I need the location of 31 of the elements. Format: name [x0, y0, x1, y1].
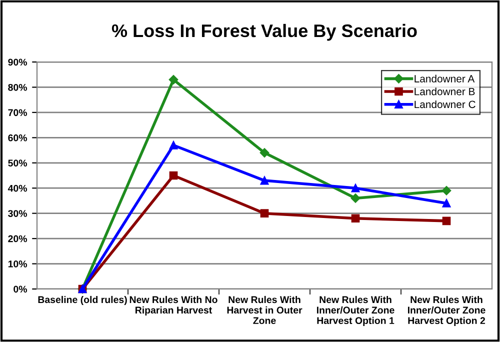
- y-tick-label: 30%: [8, 210, 28, 217]
- legend-label: Landowner B: [414, 88, 475, 96]
- y-tick-label: 20%: [8, 235, 28, 242]
- point: [442, 186, 452, 196]
- y-tick-label: 70%: [8, 109, 28, 116]
- y-tick-label: 90%: [8, 58, 28, 66]
- x-tick-label: New Rules With Inner/Outer Zone Harvest Option 1: [316, 296, 394, 326]
- point: [351, 214, 360, 223]
- x-tick-label: New Rules With No Riparian Harvest: [130, 296, 218, 316]
- point: [351, 184, 360, 192]
- x-tick-label: Baseline (old rules): [38, 296, 127, 306]
- x-tick-label: New Rules With Harvest in Outer Zone: [227, 296, 302, 324]
- x-tick-label: New Rules With Inner/Outer Zone Harvest Option 2: [408, 296, 486, 326]
- y-tick-label: 80%: [8, 84, 28, 91]
- y-tick-label: 10%: [8, 260, 28, 268]
- point: [350, 194, 360, 203]
- point: [169, 171, 178, 180]
- point: [442, 199, 451, 208]
- y-tick-label: 50%: [8, 160, 28, 167]
- legend-label: Landowner A: [414, 74, 475, 82]
- y-tick-label: 0%: [14, 286, 28, 293]
- y-tick-label: 60%: [8, 134, 28, 142]
- point: [442, 216, 451, 226]
- point: [260, 209, 269, 218]
- point: [168, 75, 178, 84]
- point: [169, 141, 178, 150]
- point: [260, 148, 270, 158]
- chart-title: % Loss In Forest Value By Scenario: [112, 24, 417, 41]
- point: [260, 176, 269, 185]
- y-tick-label: 40%: [8, 184, 28, 192]
- legend-label: Landowner C: [414, 100, 476, 108]
